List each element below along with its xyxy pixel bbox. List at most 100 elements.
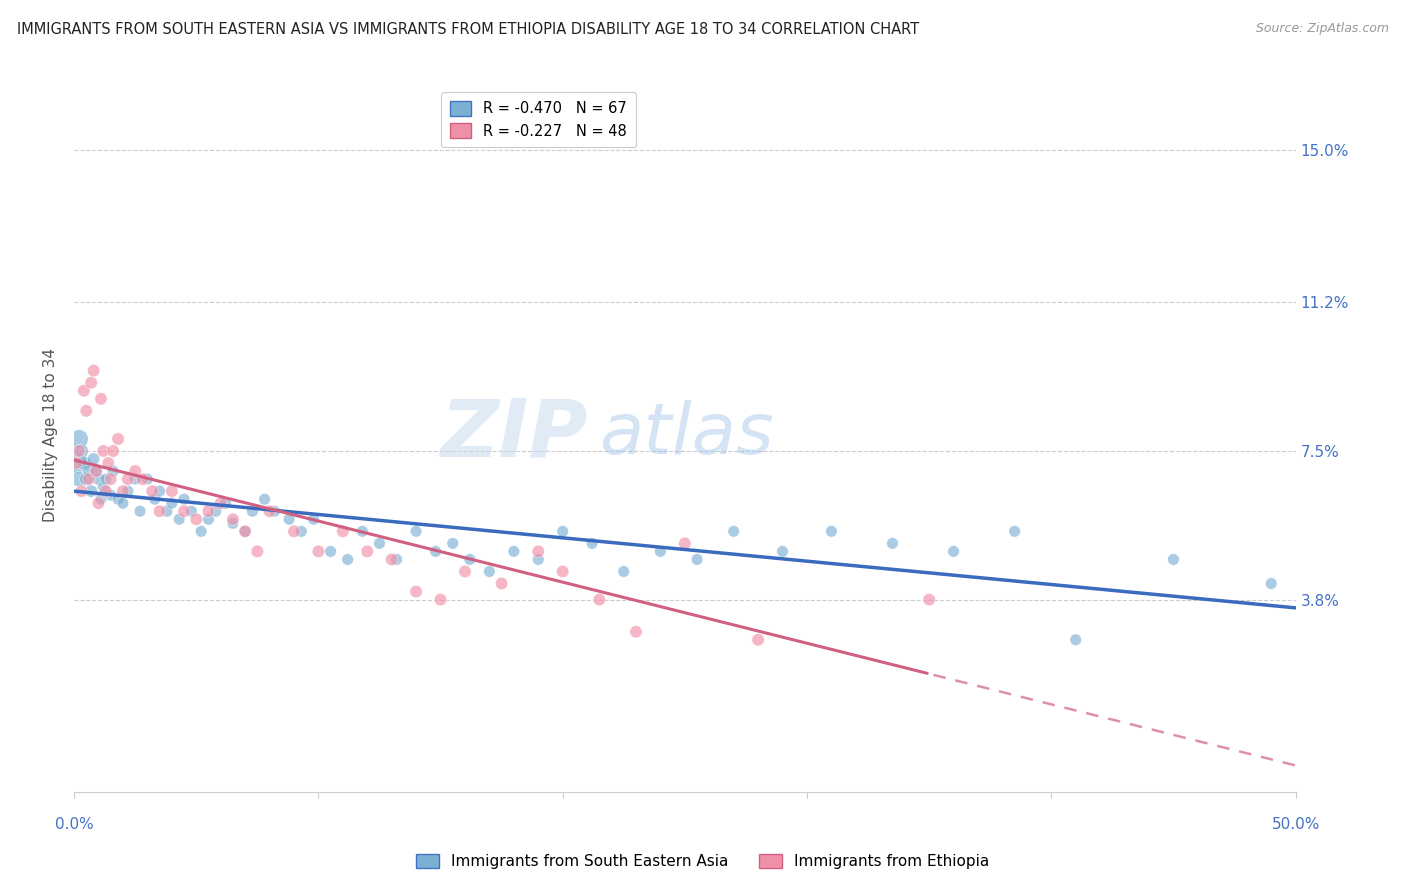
Point	[77, 464, 100, 478]
Point	[83, 364, 105, 378]
Point	[882, 536, 904, 550]
Point	[87, 496, 110, 510]
Point	[149, 504, 172, 518]
Point	[527, 552, 550, 566]
Point	[117, 472, 139, 486]
Point	[278, 512, 301, 526]
Point	[222, 516, 245, 531]
Point	[673, 536, 696, 550]
Point	[502, 544, 524, 558]
Point	[613, 565, 636, 579]
Point	[385, 552, 408, 566]
Point	[233, 524, 256, 539]
Point	[160, 484, 183, 499]
Point	[368, 536, 391, 550]
Text: IMMIGRANTS FROM SOUTH EASTERN ASIA VS IMMIGRANTS FROM ETHIOPIA DISABILITY AGE 18: IMMIGRANTS FROM SOUTH EASTERN ASIA VS IM…	[17, 22, 920, 37]
Point	[942, 544, 965, 558]
Point	[65, 456, 87, 470]
Point	[820, 524, 842, 539]
Point	[429, 592, 451, 607]
Point	[352, 524, 374, 539]
Point	[302, 512, 325, 526]
Text: atlas: atlas	[599, 401, 773, 469]
Text: Source: ZipAtlas.com: Source: ZipAtlas.com	[1256, 22, 1389, 36]
Point	[97, 456, 120, 470]
Legend: R = -0.470   N = 67, R = -0.227   N = 48: R = -0.470 N = 67, R = -0.227 N = 48	[441, 92, 636, 147]
Point	[441, 536, 464, 550]
Point	[186, 512, 208, 526]
Y-axis label: Disability Age 18 to 34: Disability Age 18 to 34	[44, 348, 58, 522]
Point	[381, 552, 404, 566]
Point	[527, 544, 550, 558]
Point	[141, 484, 163, 499]
Point	[67, 444, 90, 458]
Point	[1004, 524, 1026, 539]
Point	[242, 504, 264, 518]
Point	[772, 544, 794, 558]
Point	[588, 592, 610, 607]
Point	[87, 472, 110, 486]
Point	[77, 472, 100, 486]
Point	[180, 504, 202, 518]
Point	[80, 484, 103, 499]
Point	[167, 512, 190, 526]
Point	[425, 544, 447, 558]
Point	[283, 524, 305, 539]
Point	[405, 524, 427, 539]
Point	[67, 432, 90, 446]
Point	[405, 584, 427, 599]
Text: 50.0%: 50.0%	[1271, 817, 1320, 832]
Point	[197, 504, 219, 518]
Point	[65, 456, 87, 470]
Point	[131, 472, 153, 486]
Point	[107, 492, 129, 507]
Point	[70, 484, 93, 499]
Point	[209, 496, 232, 510]
Point	[319, 544, 342, 558]
Point	[624, 624, 647, 639]
Point	[650, 544, 672, 558]
Point	[233, 524, 256, 539]
Point	[214, 496, 236, 510]
Point	[83, 452, 105, 467]
Point	[136, 472, 159, 486]
Point	[90, 392, 112, 406]
Text: ZIP: ZIP	[440, 396, 588, 474]
Point	[100, 472, 122, 486]
Point	[143, 492, 166, 507]
Point	[263, 504, 285, 518]
Point	[290, 524, 312, 539]
Point	[246, 544, 269, 558]
Point	[356, 544, 378, 558]
Point	[93, 480, 115, 494]
Text: 0.0%: 0.0%	[55, 817, 93, 832]
Point	[1064, 632, 1087, 647]
Point	[686, 552, 709, 566]
Point	[124, 472, 146, 486]
Point	[336, 552, 359, 566]
Point	[124, 464, 146, 478]
Point	[101, 444, 124, 458]
Point	[75, 404, 97, 418]
Point	[67, 472, 90, 486]
Point	[111, 496, 134, 510]
Point	[190, 524, 212, 539]
Point	[173, 504, 195, 518]
Point	[90, 492, 112, 507]
Point	[100, 488, 122, 502]
Point	[332, 524, 354, 539]
Point	[149, 484, 172, 499]
Point	[307, 544, 329, 558]
Point	[478, 565, 501, 579]
Point	[111, 484, 134, 499]
Point	[94, 472, 117, 486]
Point	[73, 384, 96, 398]
Point	[222, 512, 245, 526]
Point	[259, 504, 281, 518]
Point	[204, 504, 226, 518]
Point	[918, 592, 941, 607]
Point	[458, 552, 481, 566]
Point	[491, 576, 513, 591]
Point	[75, 472, 97, 486]
Point	[101, 464, 124, 478]
